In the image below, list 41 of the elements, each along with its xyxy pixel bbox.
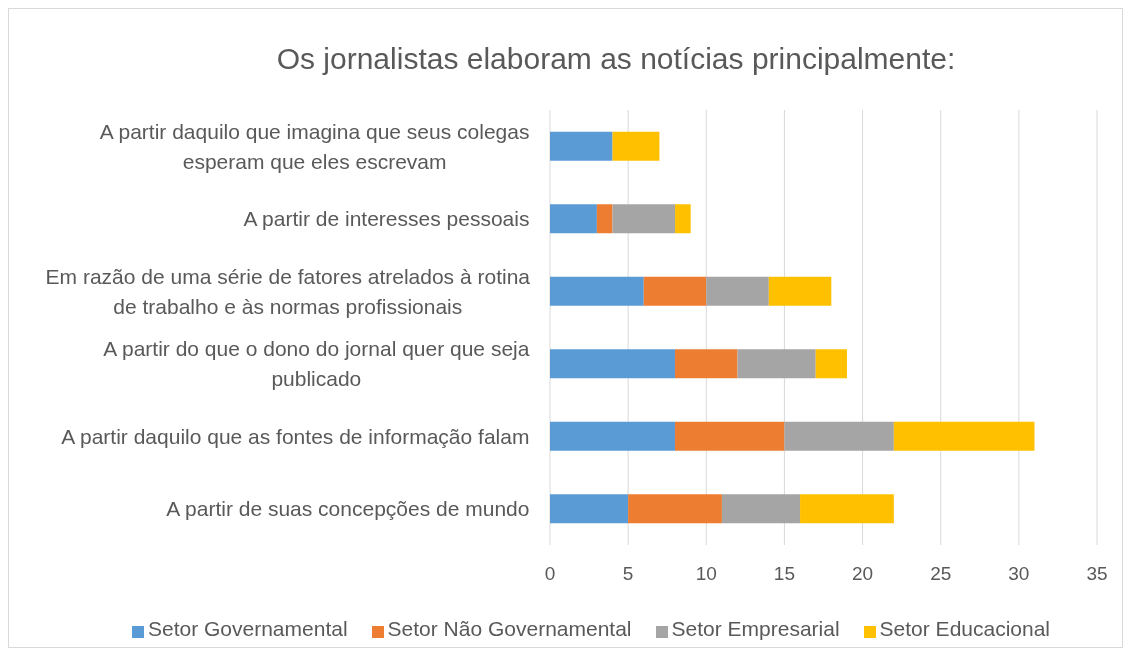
bar [768,276,832,306]
bar [643,276,707,306]
bar [675,204,691,234]
x-tick-label: 10 [695,563,717,585]
legend-label: Setor Não Governamental [387,617,632,640]
x-tick-label: 5 [622,563,634,585]
bar [893,421,1035,451]
bar [784,421,894,451]
bar [675,421,785,451]
legend-label: Setor Governamental [147,617,348,640]
y-tick-label: A partir daquilo que as fontes de informação falam [61,424,530,448]
x-tick-label: 0 [544,563,556,585]
legend-label: Setor Empresarial [671,617,840,640]
bar [550,349,676,379]
bar [550,204,597,234]
y-tick-label: A partir do que o dono do jornal quer que seja publicado [103,337,530,391]
legend-label: Setor Educacional [879,617,1051,640]
bar [628,494,722,524]
y-tick-label: A partir de interesses pessoais [243,207,530,231]
x-tick-label: 35 [1086,563,1108,585]
bar [550,131,613,161]
bar [800,494,894,524]
bar [550,421,676,451]
bar [550,494,629,524]
bar [596,204,613,234]
x-tick-label: 25 [930,563,952,585]
y-tick-label: A partir daquilo que imagina que seus colegas esperam que eles escrevam [99,119,530,173]
y-tick-label: Em razão de uma série de fatores atrelados à rotina de trabalho e às normas profissionais [45,264,531,318]
bar [612,131,660,161]
y-tick-label: A partir de suas concepções de mundo [166,497,530,521]
bar [612,204,676,234]
bar [737,349,816,379]
bar [675,349,738,379]
chart-title: Os jornalistas elaboram as notícias principalmente: [276,42,956,76]
bar [550,276,644,306]
x-tick-label: 30 [1008,563,1030,585]
x-tick-label: 15 [773,563,795,585]
bar [815,349,847,379]
bar [706,276,769,306]
x-tick-label: 20 [852,563,874,585]
bar [721,494,801,524]
